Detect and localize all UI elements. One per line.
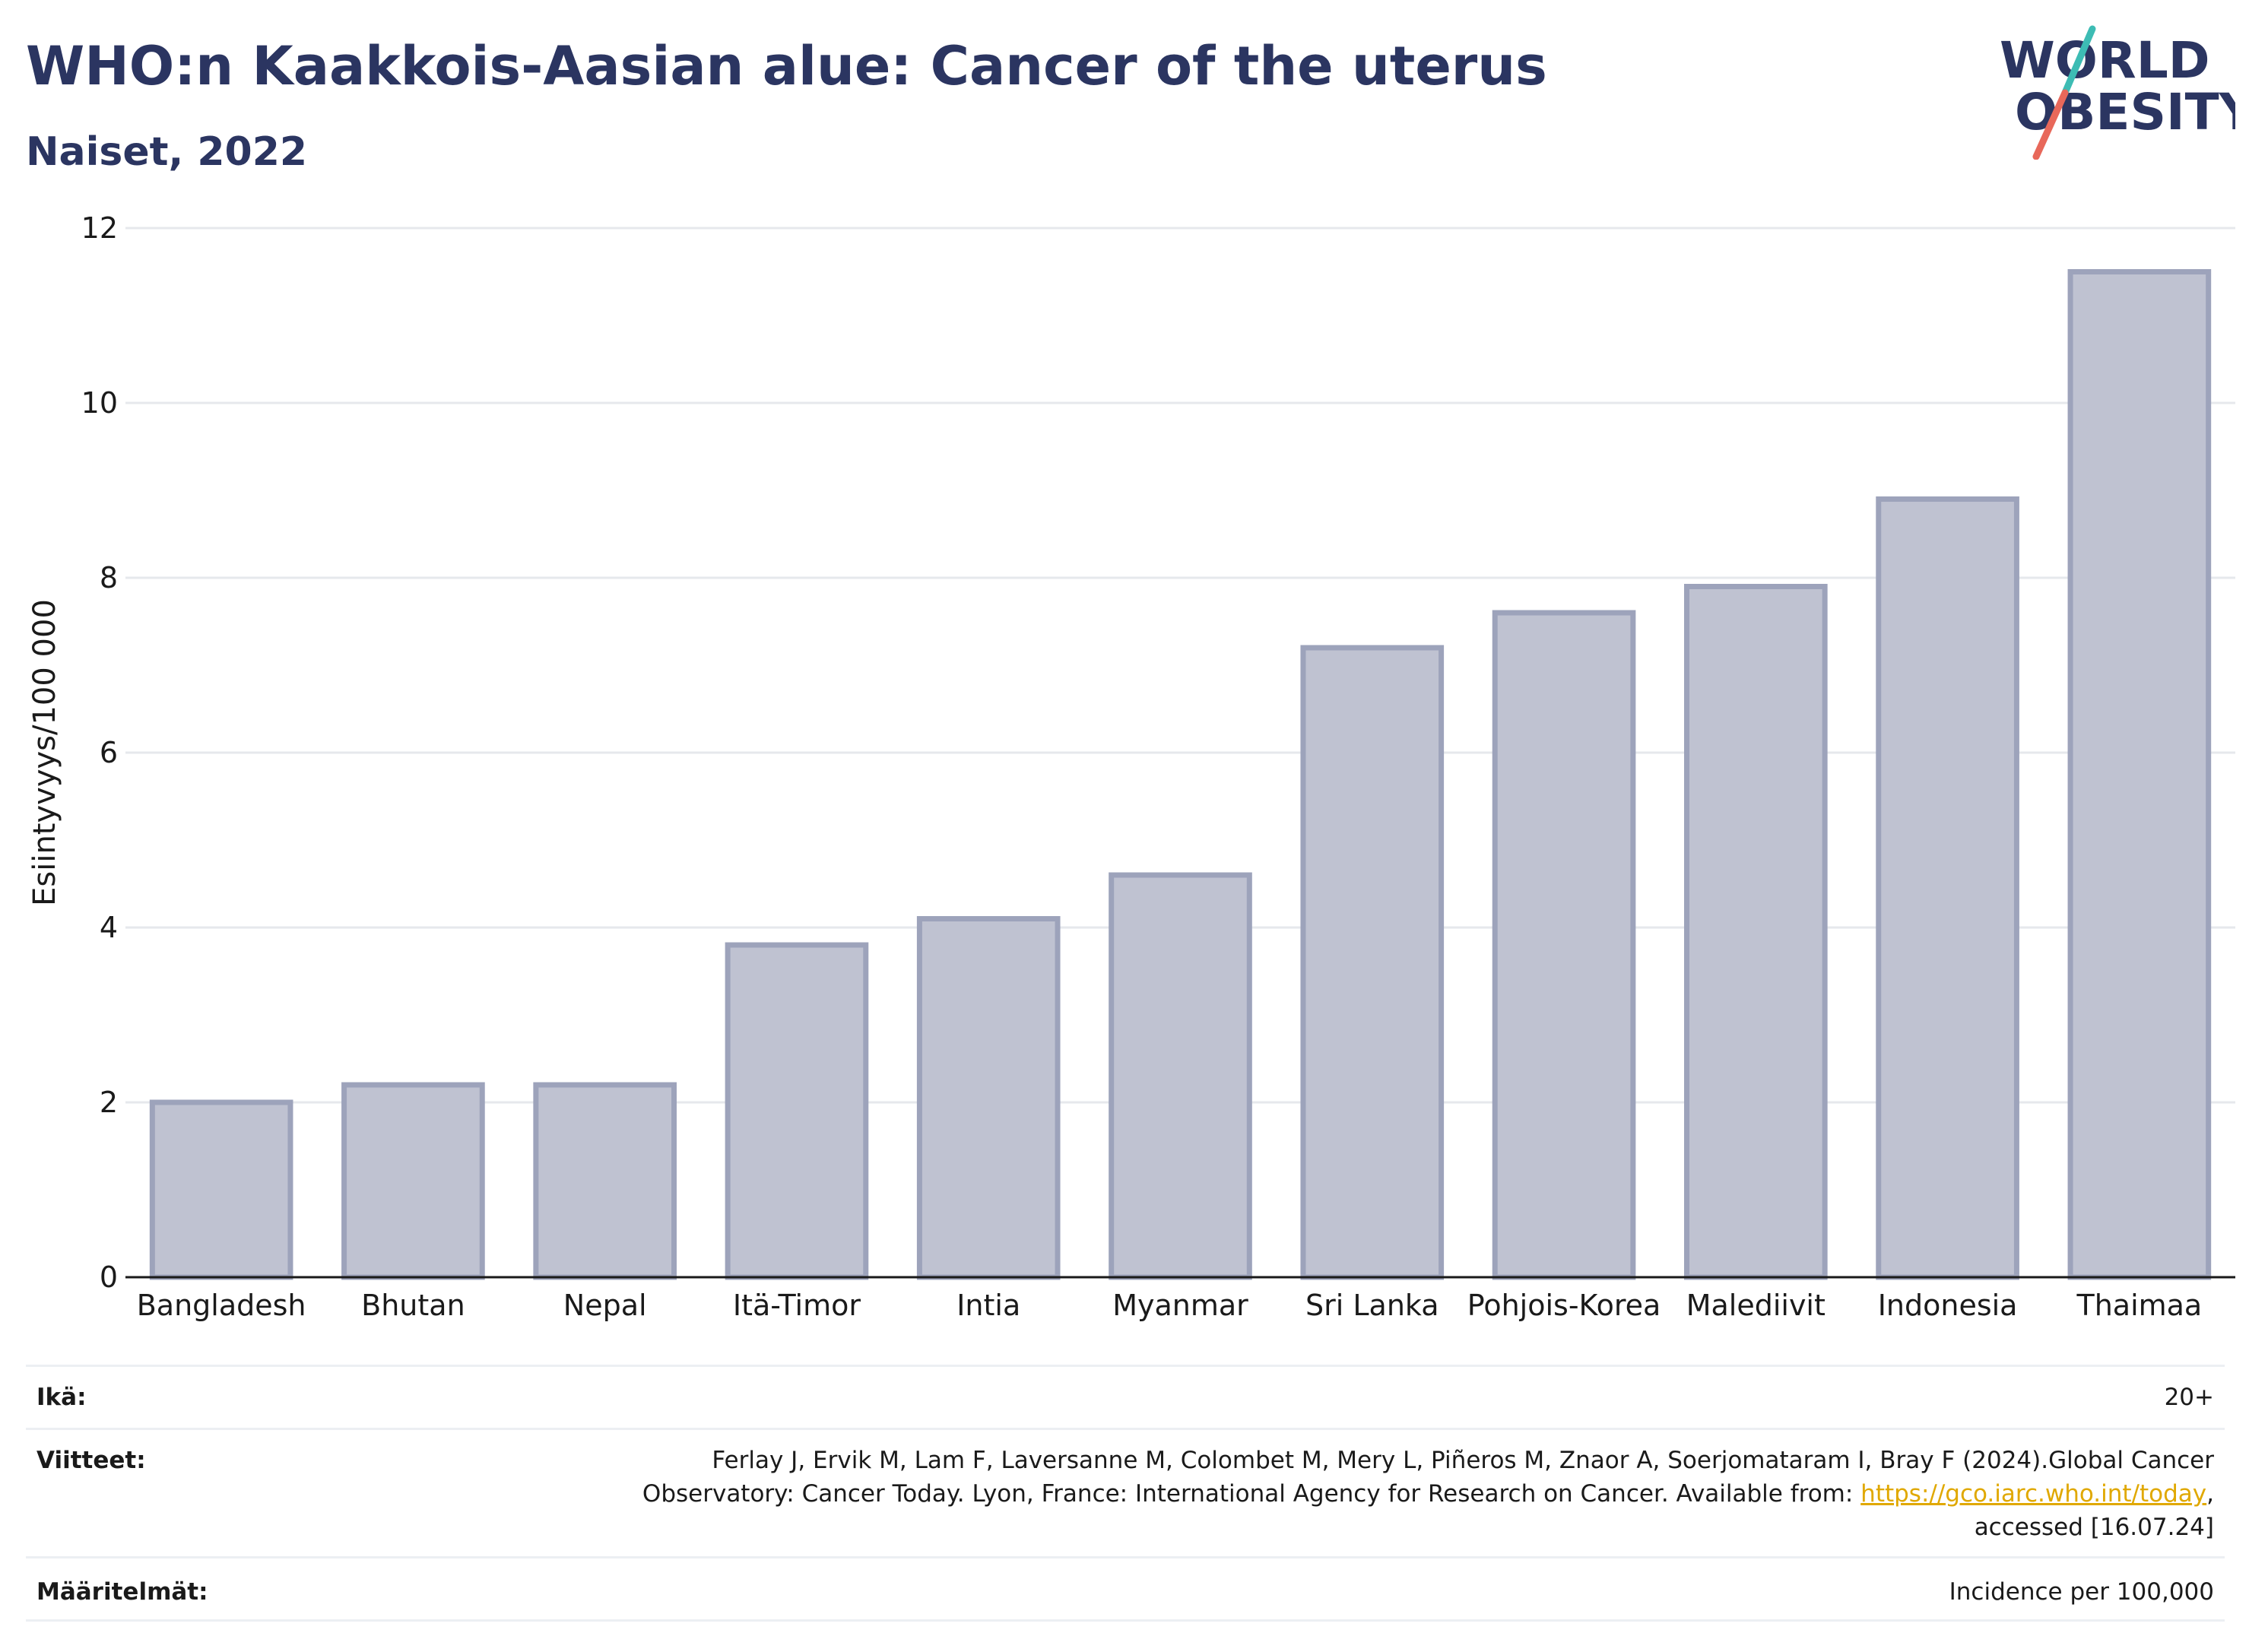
footer-age-row: Ikä: 20+ [26, 1365, 2225, 1428]
bar [1109, 872, 1252, 1280]
bar [149, 1099, 293, 1280]
x-tick-label: Thaimaa [2076, 1289, 2202, 1322]
x-tick-label: Itä-Timor [733, 1289, 861, 1322]
bar [2067, 269, 2212, 1280]
y-tick-label: 8 [100, 561, 118, 595]
y-tick-label: 6 [100, 736, 118, 769]
bar [1684, 584, 1828, 1280]
y-tick-label: 2 [100, 1086, 118, 1119]
definitions-label: Määritelmät: [36, 1578, 208, 1606]
y-tick-label: 4 [100, 911, 118, 944]
x-tick-label: Pohjois-Korea [1467, 1289, 1661, 1322]
logo-slash-top [2061, 25, 2096, 97]
bar-chart: 0 2 4 6 8 10 12 Bangladesh Bhutan Nepal Itä-Timor I… [27, 211, 2235, 1322]
age-label: Ikä: [36, 1384, 87, 1411]
references-line-3: accessed [16.07.24] [1974, 1514, 2214, 1541]
bar [1300, 645, 1445, 1280]
references-line-2: Observatory: Cancer Today. Lyon, France:… [642, 1480, 2214, 1508]
x-tick-label: Malediivit [1686, 1289, 1826, 1322]
footer-references-row: Viitteet: Ferlay J, Ervik M, Lam F, Lave… [26, 1428, 2225, 1555]
y-axis-label: Esiintyvyys/100 000 [27, 599, 62, 906]
logo-slash-bottom [2032, 89, 2069, 160]
chart-title: WHO:n Kaakkois-Aasian alue: Cancer of th… [26, 35, 1547, 97]
x-tick-label: Intia [956, 1289, 1020, 1322]
references-link[interactable]: https://gco.iarc.who.int/today [1860, 1480, 2207, 1508]
bar [725, 942, 869, 1280]
references-line-1: Ferlay J, Ervik M, Lam F, Laversanne M, … [712, 1447, 2214, 1474]
definitions-value: Incidence per 100,000 [1949, 1578, 2214, 1606]
x-tick-label: Indonesia [1878, 1289, 2018, 1322]
footer-definitions-row: Määritelmät: Incidence per 100,000 [26, 1556, 2225, 1619]
bar [341, 1082, 485, 1280]
bar [916, 916, 1061, 1280]
x-tick-label: Myanmar [1112, 1289, 1248, 1322]
bar [533, 1082, 677, 1280]
y-tick-label: 10 [81, 386, 118, 420]
references-label: Viitteet: [36, 1447, 146, 1474]
bar [1492, 610, 1636, 1280]
x-tick-label: Nepal [563, 1289, 647, 1322]
y-tick-label: 12 [81, 211, 118, 245]
logo-word-world: WORLD [2000, 31, 2210, 90]
logo-word-obesity: OBESITY [2015, 83, 2235, 141]
world-obesity-logo: WORLD OBESITY [2000, 25, 2235, 160]
age-value: 20+ [2164, 1384, 2214, 1411]
x-tick-label: Sri Lanka [1305, 1289, 1439, 1322]
chart-subtitle: Naiset, 2022 [26, 129, 308, 175]
footer-bottom-rule [26, 1619, 2225, 1622]
x-tick-label: Bhutan [361, 1289, 465, 1322]
x-tick-label: Bangladesh [137, 1289, 306, 1322]
references-value: Ferlay J, Ervik M, Lam F, Laversanne M, … [642, 1444, 2214, 1544]
y-tick-label: 0 [100, 1260, 118, 1294]
bar [1876, 496, 2019, 1280]
